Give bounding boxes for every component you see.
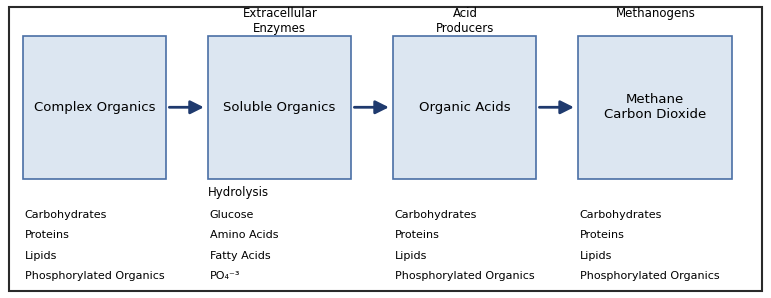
Text: Glucose: Glucose — [210, 210, 254, 220]
Text: Proteins: Proteins — [25, 230, 69, 240]
Bar — [578, 36, 732, 179]
Text: Organic Acids: Organic Acids — [419, 101, 510, 114]
Bar — [393, 36, 536, 179]
Text: Carbohydrates: Carbohydrates — [395, 210, 477, 220]
Text: Phosphorylated Organics: Phosphorylated Organics — [580, 271, 719, 281]
Text: Lipids: Lipids — [580, 251, 612, 261]
Text: Hydrolysis: Hydrolysis — [208, 186, 269, 199]
Text: PO₄⁻³: PO₄⁻³ — [210, 271, 241, 281]
Bar — [23, 36, 166, 179]
Text: Amino Acids: Amino Acids — [210, 230, 278, 240]
Text: Extracellular
Enzymes: Extracellular Enzymes — [242, 7, 318, 35]
Text: Phosphorylated Organics: Phosphorylated Organics — [25, 271, 164, 281]
Text: Lipids: Lipids — [395, 251, 427, 261]
Text: Methanogens: Methanogens — [615, 7, 695, 21]
Text: Proteins: Proteins — [395, 230, 439, 240]
Bar — [208, 36, 351, 179]
Text: Lipids: Lipids — [25, 251, 57, 261]
Text: Acid
Producers: Acid Producers — [436, 7, 494, 35]
Text: Carbohydrates: Carbohydrates — [580, 210, 662, 220]
Text: Phosphorylated Organics: Phosphorylated Organics — [395, 271, 534, 281]
Text: Fatty Acids: Fatty Acids — [210, 251, 271, 261]
Text: Proteins: Proteins — [580, 230, 625, 240]
Text: Soluble Organics: Soluble Organics — [224, 101, 335, 114]
Text: Carbohydrates: Carbohydrates — [25, 210, 107, 220]
Text: Methane
Carbon Dioxide: Methane Carbon Dioxide — [604, 93, 706, 121]
Text: Complex Organics: Complex Organics — [34, 101, 155, 114]
